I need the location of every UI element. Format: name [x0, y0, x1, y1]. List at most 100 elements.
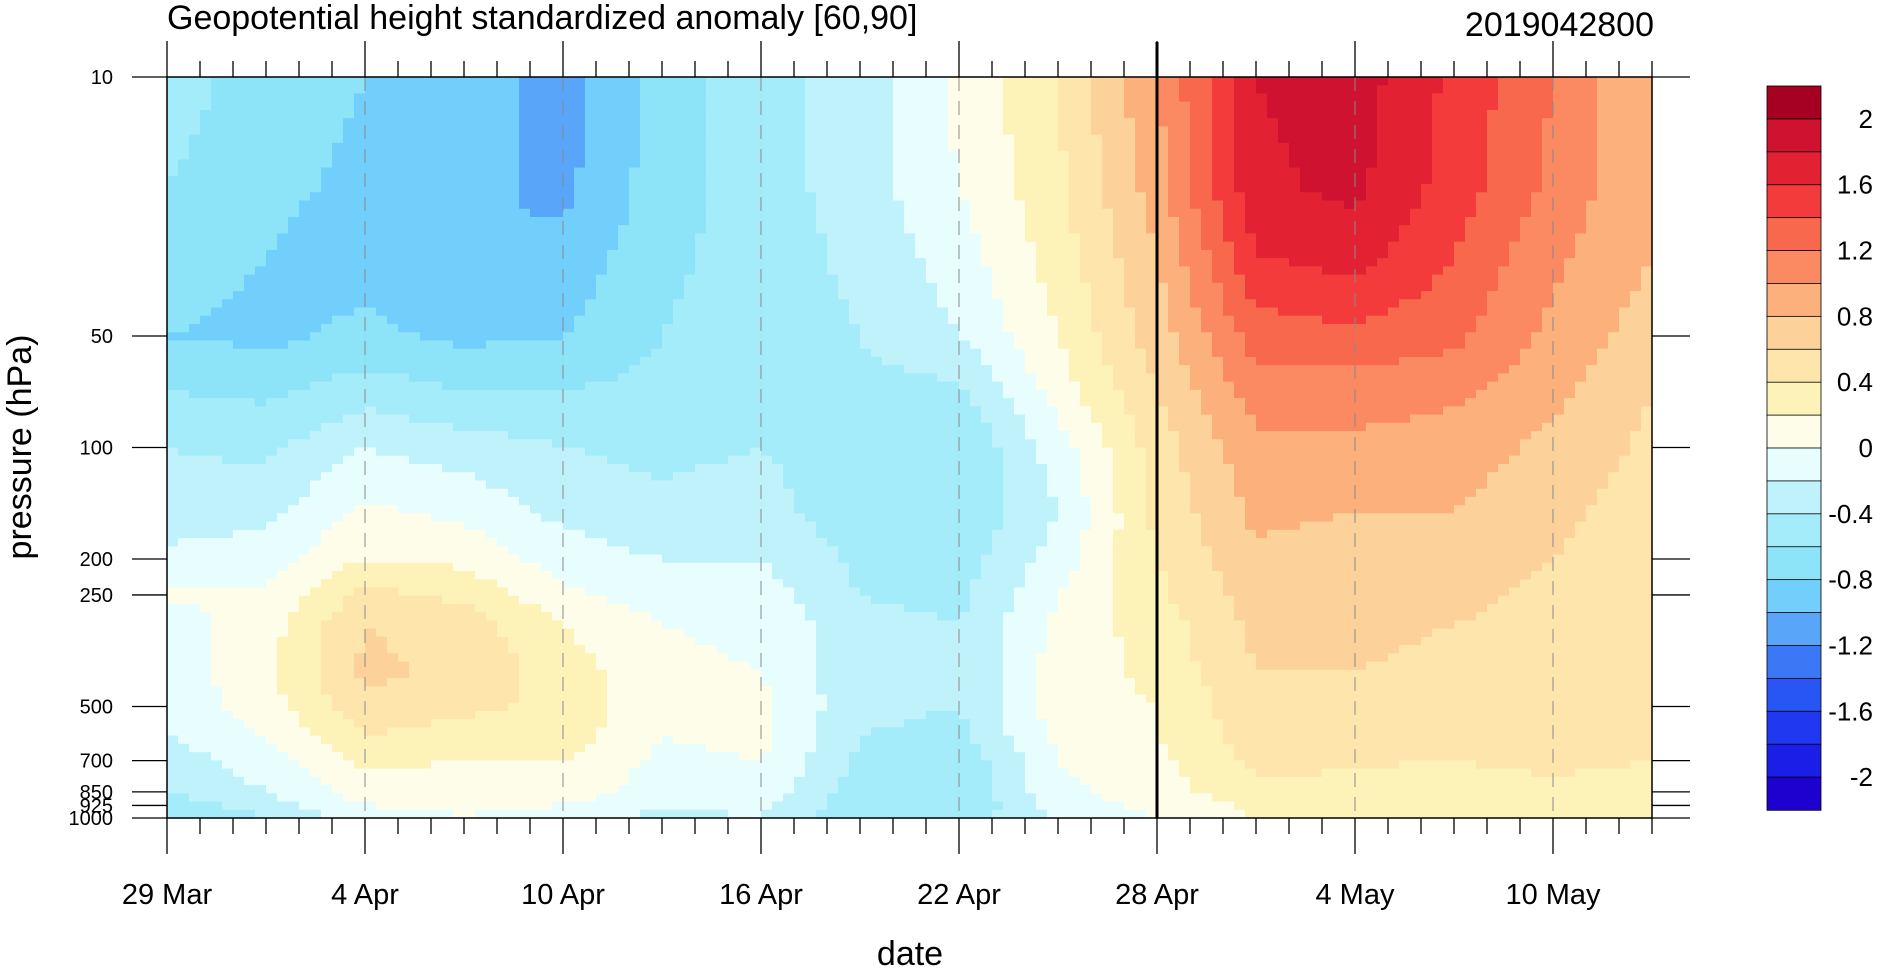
contour-cell — [365, 208, 377, 218]
contour-cell — [519, 151, 531, 160]
contour-cell — [563, 101, 575, 111]
contour-cell — [618, 513, 630, 523]
contour-cell — [255, 233, 267, 243]
contour-cell — [431, 389, 443, 399]
contour-cell — [211, 134, 223, 144]
contour-cell — [464, 118, 476, 127]
contour-cell — [651, 373, 663, 383]
contour-cell — [409, 719, 421, 729]
contour-cell — [574, 785, 586, 794]
contour-cell — [178, 258, 190, 267]
contour-cell — [750, 710, 762, 720]
contour-cell — [299, 669, 311, 679]
contour-cell — [717, 463, 729, 473]
contour-cell — [277, 801, 289, 811]
contour-cell — [640, 447, 652, 457]
contour-cell — [585, 620, 597, 630]
contour-cell — [574, 447, 586, 457]
contour-cell — [255, 365, 267, 374]
contour-cell — [552, 422, 564, 432]
contour-cell — [255, 776, 267, 786]
contour-cell — [398, 571, 410, 580]
contour-cell — [673, 694, 685, 704]
contour-cell — [695, 356, 707, 366]
contour-cell — [299, 809, 311, 819]
contour-cell — [321, 356, 333, 366]
contour-cell — [750, 743, 762, 753]
contour-cell — [431, 752, 443, 761]
contour-cell — [750, 101, 762, 111]
contour-cell — [530, 134, 542, 144]
contour-cell — [673, 678, 685, 687]
contour-cell — [508, 653, 520, 663]
contour-cell — [211, 299, 223, 309]
contour-cell — [519, 101, 531, 111]
contour-cell — [585, 752, 597, 761]
contour-cell — [200, 159, 212, 169]
contour-cell — [629, 529, 641, 539]
contour-cell — [420, 743, 432, 753]
contour-cell — [750, 612, 762, 621]
contour-cell — [332, 636, 344, 646]
contour-cell — [563, 455, 575, 465]
contour-cell — [376, 126, 388, 136]
contour-cell — [530, 93, 542, 103]
contour-cell — [629, 455, 641, 465]
contour-cell — [398, 554, 410, 564]
contour-cell — [717, 809, 729, 819]
contour-cell — [739, 373, 751, 383]
contour-cell — [376, 233, 388, 243]
contour-cell — [684, 661, 696, 671]
contour-cell — [607, 735, 619, 745]
contour-cell — [233, 389, 245, 399]
contour-cell — [475, 505, 487, 514]
contour-cell — [761, 488, 773, 498]
contour-cell — [750, 447, 762, 457]
contour-cell — [508, 579, 520, 589]
contour-cell — [717, 546, 729, 556]
contour-cell — [277, 431, 289, 440]
contour-cell — [695, 760, 707, 770]
contour-cell — [717, 216, 729, 226]
contour-cell — [409, 801, 421, 811]
contour-cell — [574, 661, 586, 671]
contour-cell — [706, 365, 718, 374]
contour-cell — [563, 356, 575, 366]
contour-cell — [244, 208, 256, 218]
contour-cell — [530, 661, 542, 671]
contour-cell — [233, 645, 245, 654]
contour-cell — [387, 694, 399, 704]
contour-cell — [420, 398, 432, 407]
contour-cell — [640, 505, 652, 514]
contour-cell — [596, 85, 608, 95]
contour-cell — [607, 142, 619, 152]
contour-cell — [618, 694, 630, 704]
contour-cell — [200, 480, 212, 490]
contour-cell — [519, 233, 531, 243]
contour-cell — [321, 645, 333, 654]
contour-cell — [420, 587, 432, 597]
contour-cell — [343, 414, 355, 424]
contour-cell — [607, 406, 619, 416]
contour-cell — [178, 167, 190, 177]
contour-cell — [244, 85, 256, 95]
contour-cell — [365, 653, 377, 663]
contour-cell — [255, 216, 267, 226]
contour-cell — [651, 505, 663, 514]
contour-cell — [321, 307, 333, 317]
contour-cell — [607, 645, 619, 654]
contour-cell — [464, 77, 476, 86]
contour-cell — [585, 579, 597, 589]
contour-cell — [475, 587, 487, 597]
contour-cell — [321, 521, 333, 531]
contour-cell — [365, 184, 377, 193]
contour-cell — [211, 414, 223, 424]
contour-cell — [244, 752, 256, 761]
contour-cell — [343, 538, 355, 547]
contour-cell — [761, 142, 773, 152]
contour-cell — [387, 801, 399, 811]
contour-cell — [563, 463, 575, 473]
contour-cell — [244, 431, 256, 440]
contour-cell — [574, 669, 586, 679]
contour-cell — [398, 752, 410, 761]
